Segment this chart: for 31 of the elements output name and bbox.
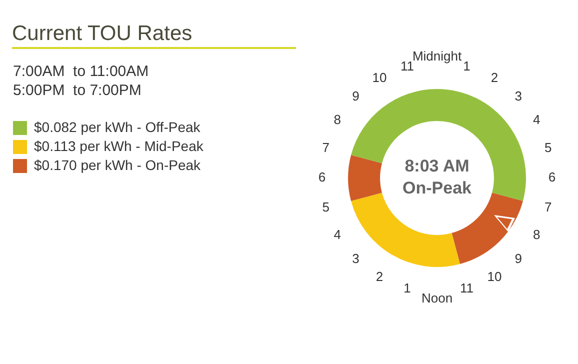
chart-subtitle: 7:00AM to 11:00AM 5:00PM to 7:00PM bbox=[13, 62, 149, 100]
text: 8 bbox=[334, 112, 342, 128]
legend-label: $0.082 per kWh - Off-Peak bbox=[34, 118, 200, 137]
text: 4 bbox=[334, 227, 342, 242]
text: 7 bbox=[322, 140, 330, 155]
text: 10 bbox=[487, 269, 502, 284]
text: 6 bbox=[548, 170, 556, 185]
text: 5 bbox=[544, 140, 552, 155]
text: 11 bbox=[460, 280, 474, 296]
text: 6 bbox=[318, 170, 326, 185]
text: 11 bbox=[400, 58, 414, 74]
text: 1 bbox=[463, 58, 470, 74]
text: On-Peak bbox=[402, 178, 472, 198]
text: 1 bbox=[404, 280, 411, 296]
legend-label: $0.170 per kWh - On-Peak bbox=[34, 156, 201, 175]
text: 10 bbox=[372, 70, 387, 85]
text: 7 bbox=[544, 199, 552, 214]
text: 3 bbox=[514, 88, 522, 104]
text: 4 bbox=[532, 112, 540, 128]
legend-label: $0.113 per kWh - Mid-Peak bbox=[34, 137, 204, 156]
text: 9 bbox=[352, 88, 360, 104]
text: 8 bbox=[532, 227, 540, 242]
text: 9 bbox=[514, 250, 522, 266]
text: Noon bbox=[421, 290, 453, 306]
text: 3 bbox=[352, 250, 360, 266]
text: 8:03 AM bbox=[404, 156, 470, 176]
text: 2 bbox=[490, 70, 498, 85]
text: 2 bbox=[376, 269, 384, 284]
text: 5 bbox=[322, 199, 330, 214]
chart-title: Current TOU Rates bbox=[12, 22, 296, 49]
text: Midnight bbox=[412, 48, 462, 64]
